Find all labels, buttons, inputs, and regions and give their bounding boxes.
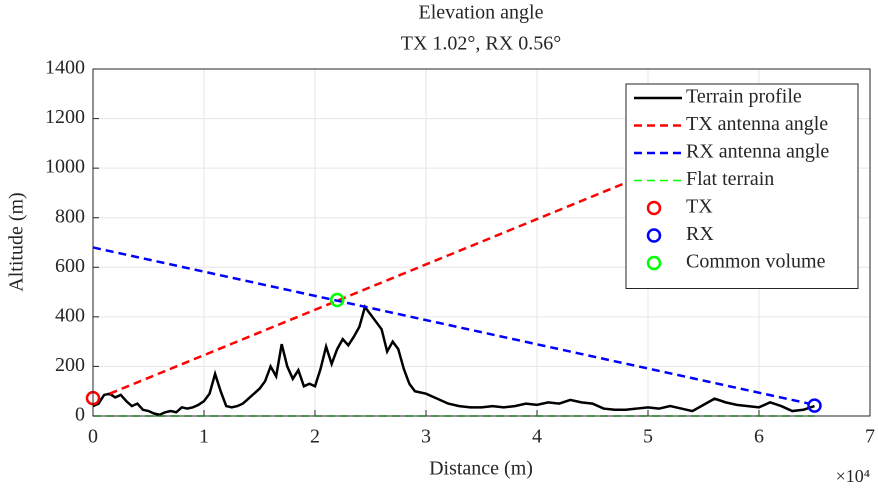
legend-marker: [646, 200, 662, 216]
series-line: [109, 104, 815, 395]
legend-label: Flat terrain: [686, 168, 774, 190]
y-tick-label: 400: [55, 304, 85, 326]
legend-label: TX antenna angle: [686, 113, 828, 135]
y-tick-label: 800: [55, 205, 85, 227]
x-exponent: ×10⁴: [836, 466, 870, 486]
legend-marker: [646, 255, 662, 271]
legend-box: [625, 83, 859, 289]
x-tick-label: 2: [310, 426, 320, 448]
chart-title: Elevation angle: [419, 2, 544, 24]
x-axis-label: Distance (m): [429, 458, 533, 480]
legend-label: Terrain profile: [686, 86, 802, 108]
x-tick-label: 0: [88, 426, 98, 448]
x-tick-label: 3: [421, 426, 431, 448]
series-line: [92, 246, 810, 405]
chart-subtitle: TX 1.02°, RX 0.56°: [401, 33, 561, 55]
legend-label: Common volume: [686, 251, 826, 273]
y-tick-label: 1400: [45, 57, 85, 79]
axes-box: [92, 68, 871, 417]
y-tick-label: 0: [75, 404, 85, 426]
series-line: [92, 304, 815, 417]
legend-label: RX antenna angle: [686, 141, 829, 163]
x-tick-label: 5: [643, 426, 653, 448]
legend-marker: [646, 228, 662, 243]
legend-label: TX: [686, 196, 713, 218]
marker: [329, 292, 345, 308]
x-tick-label: 7: [865, 426, 875, 448]
y-tick-label: 1200: [45, 106, 85, 128]
y-tick-label: 600: [55, 255, 85, 277]
y-tick-label: 1000: [45, 156, 85, 178]
legend-label: RX: [686, 223, 714, 245]
y-axis-label: Altitude (m): [6, 192, 28, 291]
x-tick-label: 1: [199, 426, 209, 448]
x-tick-label: 6: [754, 426, 764, 448]
x-tick-label: 4: [532, 426, 542, 448]
y-tick-label: 200: [55, 354, 85, 376]
marker: [807, 398, 822, 413]
